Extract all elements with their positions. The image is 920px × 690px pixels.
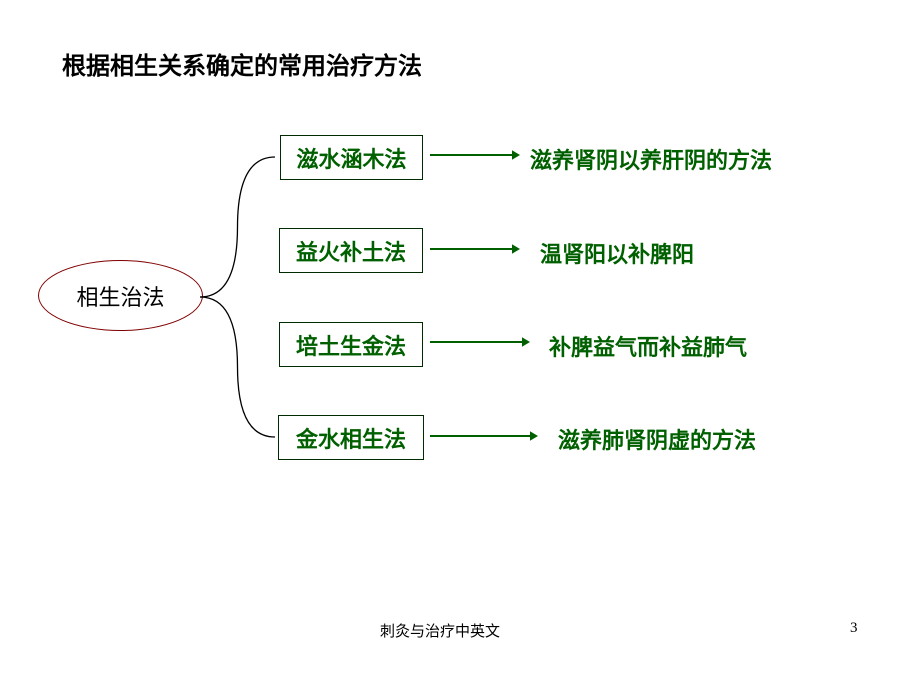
connectors-svg (0, 0, 920, 690)
page-number: 3 (850, 620, 858, 637)
method-box-0: 滋水涵木法 (280, 135, 423, 180)
method-box-2: 培土生金法 (279, 322, 423, 367)
method-desc-0: 滋养肾阴以养肝阴的方法 (530, 143, 772, 175)
page-title: 根据相生关系确定的常用治疗方法 (62, 46, 422, 81)
method-desc-1: 温肾阳以补脾阳 (540, 237, 694, 269)
method-desc-2: 补脾益气而补益肺气 (549, 330, 747, 362)
method-label-3: 金水相生法 (296, 422, 406, 454)
method-label-0: 滋水涵木法 (296, 142, 406, 174)
method-desc-3: 滋养肺肾阴虚的方法 (558, 423, 756, 455)
root-node: 相生治法 (38, 260, 203, 331)
method-box-1: 益火补土法 (279, 228, 423, 273)
footer-text: 刺灸与治疗中英文 (380, 620, 500, 641)
root-node-label: 相生治法 (76, 280, 164, 312)
method-label-1: 益火补土法 (296, 235, 406, 267)
method-box-3: 金水相生法 (278, 415, 424, 460)
method-label-2: 培土生金法 (296, 329, 406, 361)
